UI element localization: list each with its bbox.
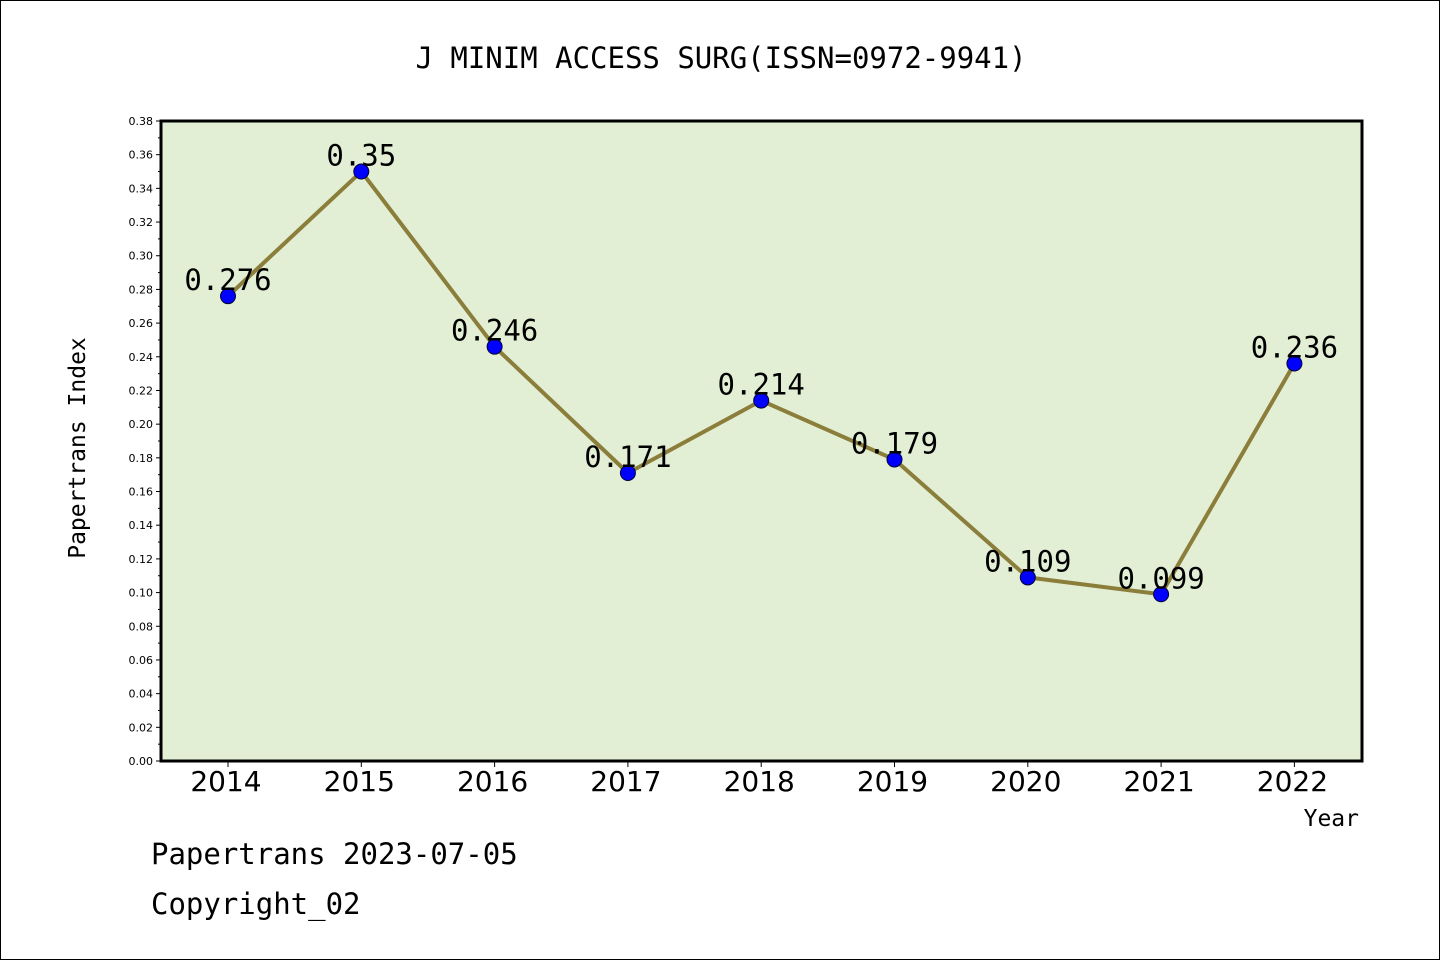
y-tick-label: 0.02 — [129, 721, 154, 734]
data-label-group: 0.276 0.35 0.246 0.171 0.214 0.179 0.109 0.099 0… — [184, 139, 1338, 596]
data-point — [220, 288, 236, 305]
footer-copyright: Copyright_02 — [151, 887, 361, 921]
data-point — [753, 392, 770, 409]
y-tick-label: 0.14 — [129, 519, 154, 532]
y-tick-label: 0.26 — [129, 317, 154, 330]
data-label: 0.246 — [451, 314, 538, 348]
y-tick-label: 0.34 — [129, 182, 154, 195]
y-tick-label: 0.36 — [129, 149, 154, 162]
y-tick-label: 0.10 — [129, 587, 154, 600]
data-label: 0.171 — [584, 440, 671, 474]
y-tick-label: 0.16 — [129, 486, 154, 499]
y-tick-label: 0.38 — [129, 115, 154, 128]
data-point — [886, 451, 903, 468]
x-tick-label: 2016 — [457, 765, 528, 798]
y-tick-label: 0.30 — [129, 250, 154, 263]
x-tick-label: 2019 — [857, 765, 928, 798]
data-point — [353, 163, 370, 180]
y-tick-label: 0.08 — [129, 620, 154, 633]
y-tick-label: 0.06 — [129, 654, 154, 667]
data-point — [1153, 586, 1170, 603]
y-tick-label: 0.18 — [129, 452, 154, 465]
data-label: 0.099 — [1117, 561, 1204, 595]
y-tick-label: 0.32 — [129, 216, 154, 229]
data-point — [1019, 569, 1036, 586]
x-tick-label: 2015 — [324, 765, 395, 798]
y-axis-label: Papertrans Index — [65, 337, 91, 559]
x-tick-label: 2021 — [1123, 765, 1194, 798]
data-point — [1286, 355, 1303, 372]
data-label: 0.236 — [1251, 331, 1338, 365]
x-tick-label: 2018 — [724, 765, 795, 798]
data-label: 0.214 — [718, 368, 805, 402]
x-tick-label: 2014 — [190, 765, 261, 798]
x-axis-label: Year — [1304, 806, 1359, 832]
y-tick-label: 0.04 — [129, 688, 154, 701]
chart-title: J MINIM ACCESS SURG(ISSN=0972-9941) — [415, 41, 1026, 75]
data-label: 0.179 — [851, 427, 938, 461]
data-label: 0.276 — [184, 263, 271, 297]
y-axis: 0.00 0.02 0.04 0.06 0.08 0.10 0.12 0.14 0.16 0.18… — [129, 115, 161, 768]
x-axis: 2014 2015 2016 2017 2018 2019 2020 2021 2022 — [190, 761, 1328, 798]
footer-source: Papertrans 2023-07-05 — [151, 837, 518, 871]
data-label: 0.109 — [984, 544, 1071, 578]
y-tick-label: 0.22 — [129, 384, 154, 397]
plot-area — [159, 119, 1364, 763]
data-point — [619, 465, 636, 481]
y-tick-label: 0.24 — [129, 351, 154, 364]
series-line-group — [220, 163, 1303, 603]
data-label: 0.35 — [326, 139, 396, 173]
data-point — [486, 338, 503, 355]
x-tick-label: 2020 — [990, 765, 1061, 798]
y-tick-label: 0.20 — [129, 418, 154, 431]
x-tick-label: 2017 — [590, 765, 661, 798]
y-tick-label: 0.00 — [129, 755, 154, 768]
y-tick-label: 0.12 — [129, 553, 154, 566]
y-tick-label: 0.28 — [129, 283, 154, 296]
x-tick-label: 2022 — [1257, 765, 1328, 798]
